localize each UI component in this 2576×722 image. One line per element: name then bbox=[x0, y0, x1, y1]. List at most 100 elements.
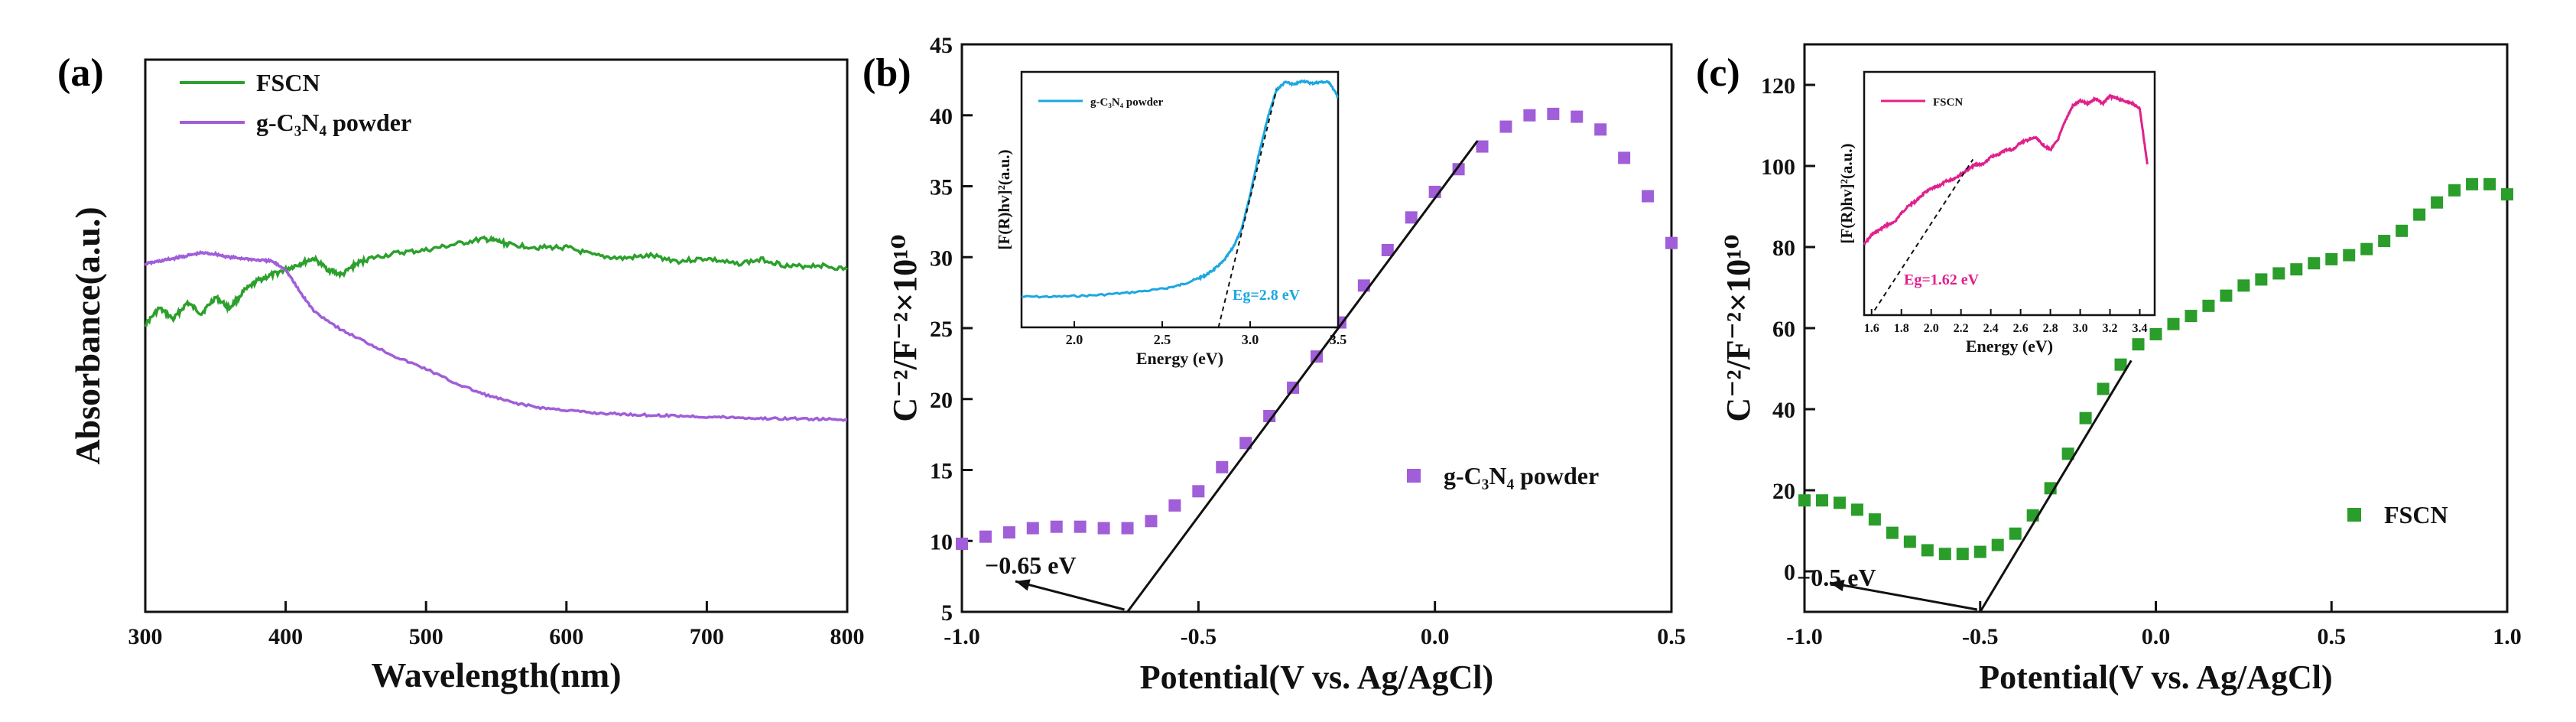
y-tick-label: 45 bbox=[930, 33, 953, 58]
y-tick-label: 10 bbox=[930, 529, 953, 555]
x-tick-label: 400 bbox=[268, 624, 303, 649]
inset-annotation: Eg=1.62 eV bbox=[1904, 272, 1980, 288]
y-tick-label: 35 bbox=[930, 175, 953, 200]
legend-marker bbox=[2347, 508, 2361, 522]
x-tick-label: 300 bbox=[128, 624, 163, 649]
data-point bbox=[1499, 120, 1512, 133]
inset-tangent-line bbox=[1217, 89, 1278, 328]
data-point bbox=[1357, 279, 1370, 292]
x-tick-label: 0.5 bbox=[2318, 624, 2347, 649]
y-tick-label: 100 bbox=[1761, 154, 1795, 180]
data-point bbox=[979, 530, 992, 543]
data-point bbox=[1168, 499, 1181, 512]
data-point bbox=[1074, 520, 1087, 533]
data-point bbox=[1798, 494, 1811, 507]
y-axis-title: Absorbance(a.u.) bbox=[68, 207, 107, 464]
data-point bbox=[1618, 151, 1631, 164]
inset-x-tick-label: 2.8 bbox=[2043, 322, 2058, 335]
annotation-label: −0.65 eV bbox=[985, 551, 1077, 579]
x-tick-label: 0.0 bbox=[1421, 624, 1450, 649]
legend-label: FSCN bbox=[256, 69, 320, 96]
inset-x-tick-label: 3.5 bbox=[1330, 332, 1347, 347]
data-point bbox=[2448, 184, 2461, 197]
x-tick-label: -0.5 bbox=[1181, 624, 1217, 649]
data-point bbox=[2483, 177, 2496, 190]
data-point bbox=[1097, 522, 1110, 535]
annotation-arrowhead bbox=[1015, 579, 1031, 591]
x-tick-label: 0.5 bbox=[1657, 624, 1686, 649]
inset-x-axis-title: Energy (eV) bbox=[1966, 337, 2053, 356]
data-point bbox=[1381, 243, 1394, 256]
data-point bbox=[2272, 267, 2285, 280]
panel-c: -1.0 -0.5 0.0 0.5 1.0 0 20 40 60 80 100 120 −0.5 eV F… bbox=[1696, 43, 2522, 696]
inset-x-tick-label: 2.6 bbox=[2013, 322, 2029, 335]
data-point bbox=[1026, 522, 1039, 535]
y-tick-label: 30 bbox=[930, 246, 953, 271]
data-point bbox=[1921, 544, 1934, 557]
inset-y-axis-title: [F(R)hv]²(a.u.) bbox=[1837, 143, 1856, 243]
x-tick-label: -1.0 bbox=[1786, 624, 1823, 649]
data-point bbox=[956, 537, 968, 550]
data-point bbox=[1405, 211, 1418, 224]
data-point bbox=[2343, 249, 2356, 262]
data-point bbox=[1263, 410, 1276, 423]
y-tick-label: 0 bbox=[1784, 560, 1795, 585]
data-point bbox=[2360, 242, 2373, 255]
panel-a: 300 400 500 600 700 800 FSCN g-C₃N₄ powder (a) Wa… bbox=[57, 51, 865, 694]
data-point bbox=[2378, 235, 2391, 248]
inset-y-axis-title: [F(R)hv]²(a.u.) bbox=[995, 149, 1013, 249]
annotation-arrow-line bbox=[1015, 580, 1125, 611]
data-point bbox=[1192, 485, 1205, 498]
y-tick-label: 80 bbox=[1772, 236, 1795, 261]
x-tick-label: 800 bbox=[830, 624, 865, 649]
data-point bbox=[1956, 548, 1969, 561]
y-tick-label: 40 bbox=[930, 104, 953, 129]
data-point bbox=[2114, 358, 2127, 371]
data-point bbox=[1991, 538, 2004, 551]
data-point bbox=[1868, 513, 1881, 526]
x-tick-label: 1.0 bbox=[2493, 624, 2522, 649]
inset-spectrum-line bbox=[1863, 93, 2149, 246]
data-point bbox=[1850, 503, 1863, 516]
data-point bbox=[1547, 107, 1560, 120]
data-point bbox=[2237, 279, 2250, 292]
inset-x-tick-label: 3.2 bbox=[2103, 322, 2118, 335]
data-point bbox=[1642, 190, 1655, 203]
x-axis-title: Potential(V vs. Ag/AgCl) bbox=[1140, 659, 1493, 696]
panel-b: -1.0 -0.5 0.0 0.5 5 10 15 20 25 30 35 40 45 −0.65 eV g… bbox=[862, 33, 1686, 696]
x-tick-label: -1.0 bbox=[944, 624, 980, 649]
annotation-arrow-line bbox=[1829, 581, 1978, 611]
inset-x-tick-label: 2.5 bbox=[1154, 332, 1171, 347]
data-point bbox=[1938, 548, 1951, 561]
data-point bbox=[1815, 494, 1828, 507]
x-tick-label: 500 bbox=[409, 624, 443, 649]
inset-annotation: Eg=2.8 eV bbox=[1233, 287, 1301, 304]
tangent-line bbox=[1979, 359, 2133, 613]
data-point bbox=[1523, 109, 1536, 122]
inset-spectrum-line bbox=[1021, 79, 1339, 299]
legend-label: g-C₃N₄ powder bbox=[256, 109, 411, 136]
data-point bbox=[2009, 527, 2022, 540]
y-tick-label: 20 bbox=[1772, 479, 1795, 504]
inset-legend-label: FSCN bbox=[1933, 96, 1963, 109]
data-point bbox=[2466, 177, 2479, 190]
y-tick-label: 40 bbox=[1772, 398, 1795, 423]
data-point bbox=[1121, 522, 1134, 535]
data-point bbox=[1476, 140, 1489, 153]
data-point bbox=[2431, 196, 2444, 209]
data-point bbox=[2308, 257, 2321, 270]
legend-label: g-C₃N₄ powder bbox=[1444, 462, 1599, 489]
inset-legend-label: g-C₃N₄ powder bbox=[1090, 96, 1164, 109]
data-point bbox=[2290, 263, 2303, 276]
panel-label: (c) bbox=[1696, 51, 1740, 95]
data-point bbox=[2061, 447, 2074, 460]
legend-label: FSCN bbox=[2384, 501, 2448, 528]
data-point bbox=[2079, 411, 2092, 424]
data-point bbox=[2413, 208, 2426, 221]
y-tick-label: 60 bbox=[1772, 317, 1795, 342]
inset-x-tick-label: 1.8 bbox=[1894, 322, 1909, 335]
data-point bbox=[2185, 310, 2198, 323]
x-tick-label: 0.0 bbox=[2142, 624, 2171, 649]
inset-x-tick-label: 1.6 bbox=[1864, 322, 1879, 335]
